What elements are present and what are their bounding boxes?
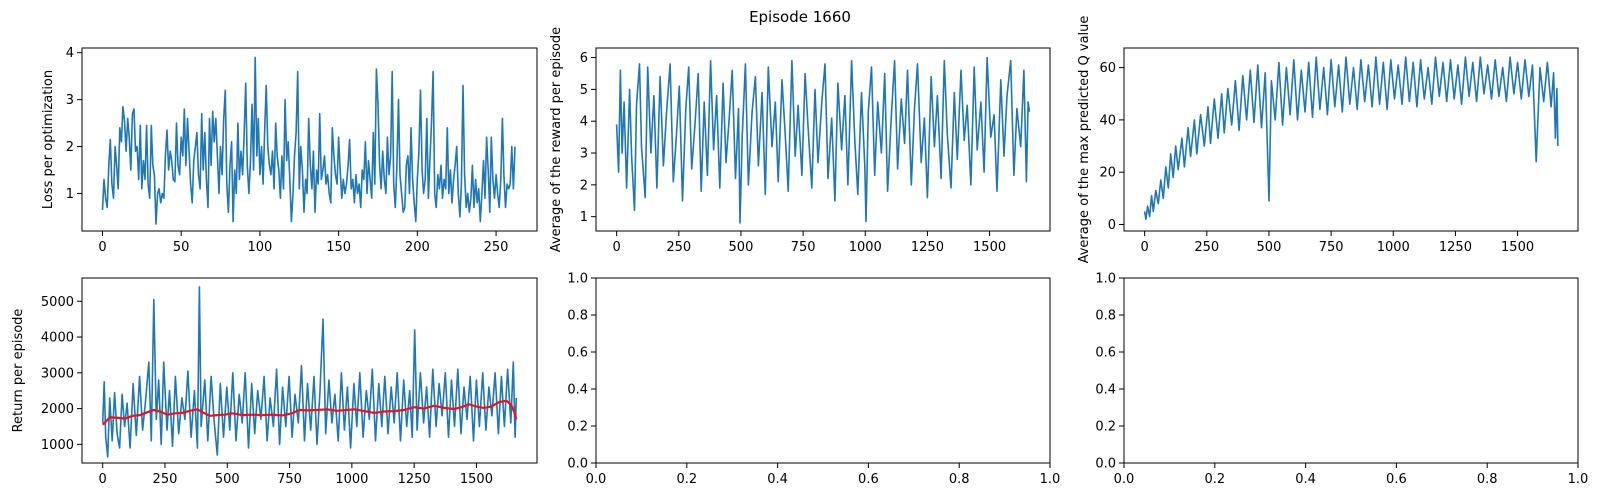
subplot-empty5: 0.0 0.2 0.4 0.6 0.8 1.0 0.0 0.2 0.4 0.6 0.8 1.0 <box>567 272 1060 488</box>
x-tick-label: 1000 <box>335 472 368 487</box>
x-tick-label: 500 <box>729 240 754 255</box>
x-tick-label: 50 <box>173 240 190 255</box>
y-tick-label: 4 <box>580 115 588 130</box>
y-tick-label: 1000 <box>41 438 74 453</box>
series-line-reward-0 <box>615 56 1031 224</box>
x-tick-label: 1.0 <box>1568 472 1589 487</box>
x-tick-label: 0 <box>99 472 107 487</box>
axes-frame <box>81 47 538 232</box>
x-tick-label: 1250 <box>1439 240 1472 255</box>
x-tick-label: 0.2 <box>676 472 697 487</box>
y-tick-label: 0.6 <box>1095 346 1116 361</box>
y-tick-label: 0.8 <box>567 309 588 324</box>
x-tick-label: 500 <box>215 472 240 487</box>
y-axis-label: Average of the reward per episode <box>549 27 564 252</box>
y-tick-label: 3 <box>580 147 588 162</box>
y-tick-label: 0.0 <box>567 457 588 472</box>
y-tick-label: 0.4 <box>1095 383 1116 398</box>
y-tick-label: 2 <box>66 140 74 155</box>
x-tick-label: 1000 <box>849 240 882 255</box>
series-line-loss-0 <box>101 56 516 225</box>
x-tick-label: 0.4 <box>1295 472 1316 487</box>
y-tick-label: 2000 <box>41 402 74 417</box>
y-axis-label: Loss per optimization <box>41 70 56 209</box>
x-tick-label: 250 <box>153 472 178 487</box>
series-line-return-0 <box>101 286 518 458</box>
x-tick-label: 1250 <box>911 240 944 255</box>
y-tick-label: 0.8 <box>1095 309 1116 324</box>
axes-frame <box>81 277 538 464</box>
y-tick-label: 5 <box>580 83 588 98</box>
x-tick-label: 1500 <box>1501 240 1534 255</box>
figure-title: Episode 1660 <box>749 8 851 26</box>
axes-frame <box>1123 47 1579 232</box>
x-tick-label: 0 <box>98 240 106 255</box>
subplot-empty6: 0.0 0.2 0.4 0.6 0.8 1.0 0.0 0.2 0.4 0.6 0.8 1.0 <box>1095 272 1588 488</box>
x-tick-label: 1250 <box>398 472 431 487</box>
x-tick-label: 1.0 <box>1040 472 1061 487</box>
y-tick-label: 1 <box>66 187 74 202</box>
x-tick-label: 500 <box>1257 240 1282 255</box>
x-tick-label: 0 <box>612 240 620 255</box>
x-tick-label: 150 <box>326 240 351 255</box>
x-tick-label: 750 <box>277 472 302 487</box>
y-tick-label: 0.2 <box>1095 420 1116 435</box>
subplot-reward: 0 250 500 750 1000 1250 1500 1 2 3 4 5 6 Average of t… <box>549 27 1051 255</box>
x-tick-label: 100 <box>247 240 272 255</box>
x-tick-label: 0.6 <box>858 472 879 487</box>
x-tick-label: 250 <box>666 240 691 255</box>
y-tick-label: 1.0 <box>567 272 588 287</box>
y-tick-label: 60 <box>1099 61 1116 76</box>
y-tick-label: 4 <box>66 46 74 61</box>
y-tick-label: 4000 <box>41 331 74 346</box>
y-tick-label: 1.0 <box>1095 272 1116 287</box>
y-tick-label: 2 <box>580 178 588 193</box>
x-tick-label: 250 <box>484 240 509 255</box>
x-tick-label: 750 <box>791 240 816 255</box>
x-tick-label: 0.0 <box>586 472 607 487</box>
subplot-return: 0 250 500 750 1000 1250 1500 1000 2000 3000 4000 50… <box>11 277 538 487</box>
x-tick-label: 0 <box>1140 240 1148 255</box>
y-tick-label: 0.2 <box>567 420 588 435</box>
x-tick-label: 0.6 <box>1386 472 1407 487</box>
x-tick-label: 0.8 <box>949 472 970 487</box>
axes-frame <box>595 47 1051 232</box>
y-tick-label: 0.0 <box>1095 457 1116 472</box>
y-tick-label: 1 <box>580 210 588 225</box>
axes-frame <box>1123 277 1579 464</box>
y-tick-label: 20 <box>1099 166 1116 181</box>
y-axis-label: Return per episode <box>11 309 26 433</box>
x-tick-label: 1500 <box>460 472 493 487</box>
axes-frame <box>595 277 1051 464</box>
y-tick-label: 40 <box>1099 113 1116 128</box>
x-tick-label: 0.2 <box>1204 472 1225 487</box>
y-tick-label: 0 <box>1108 218 1116 233</box>
y-axis-label: Average of the max predicted Q value <box>1077 16 1092 264</box>
subplot-loss: 0 50 100 150 200 250 1 2 3 4 Loss per optimization <box>41 46 538 255</box>
x-tick-label: 1000 <box>1377 240 1410 255</box>
x-tick-label: 0.8 <box>1477 472 1498 487</box>
x-tick-label: 250 <box>1194 240 1219 255</box>
x-tick-label: 0.4 <box>767 472 788 487</box>
x-tick-label: 200 <box>405 240 430 255</box>
y-tick-label: 3000 <box>41 366 74 381</box>
series-line-qvalue-0 <box>1143 56 1559 220</box>
y-tick-label: 0.6 <box>567 346 588 361</box>
y-tick-label: 5000 <box>41 295 74 310</box>
series-line-return-1 <box>101 399 518 426</box>
x-tick-label: 0.0 <box>1114 472 1135 487</box>
x-tick-label: 750 <box>1319 240 1344 255</box>
y-tick-label: 3 <box>66 93 74 108</box>
subplot-qvalue: 0 250 500 750 1000 1250 1500 0 20 40 60 Average of … <box>1077 16 1579 264</box>
y-tick-label: 0.4 <box>567 383 588 398</box>
x-tick-label: 1500 <box>973 240 1006 255</box>
y-tick-label: 6 <box>580 51 588 66</box>
